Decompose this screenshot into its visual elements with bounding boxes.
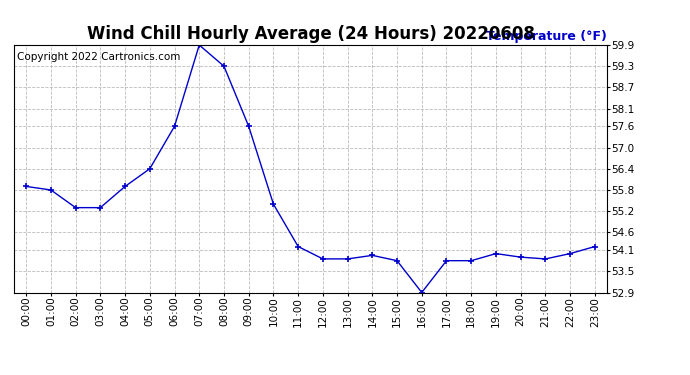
Text: Copyright 2022 Cartronics.com: Copyright 2022 Cartronics.com — [17, 53, 180, 62]
Text: Temperature (°F): Temperature (°F) — [486, 30, 607, 42]
Title: Wind Chill Hourly Average (24 Hours) 20220608: Wind Chill Hourly Average (24 Hours) 202… — [86, 26, 535, 44]
